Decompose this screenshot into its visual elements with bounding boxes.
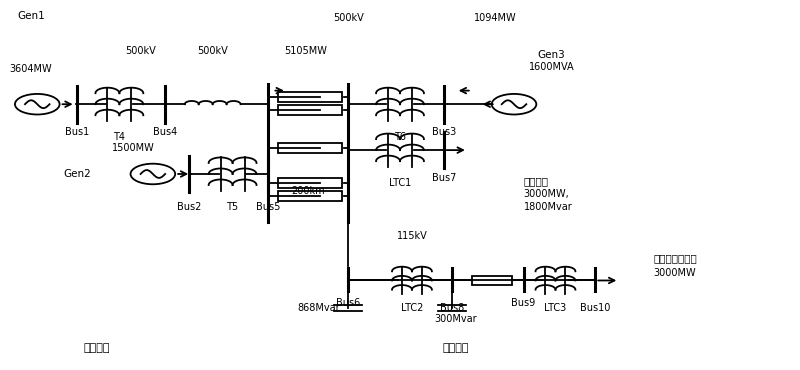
Bar <box>278 178 342 188</box>
Text: 3000MW: 3000MW <box>654 268 696 278</box>
Text: 工业负荷: 工业负荷 <box>523 176 549 186</box>
Bar <box>472 276 512 285</box>
Text: Gen1: Gen1 <box>17 11 45 21</box>
Text: 3604MW: 3604MW <box>10 64 52 74</box>
Text: 300Mvar: 300Mvar <box>434 314 477 324</box>
Text: 1800Mvar: 1800Mvar <box>523 202 572 212</box>
Text: Bus10: Bus10 <box>580 303 610 313</box>
Bar <box>278 143 342 154</box>
Text: Bus1: Bus1 <box>65 127 90 137</box>
Text: LTC1: LTC1 <box>389 178 411 188</box>
Text: Bus6: Bus6 <box>336 297 360 307</box>
Text: 5105MW: 5105MW <box>285 46 327 56</box>
Text: Bus4: Bus4 <box>153 127 177 137</box>
Text: 115kV: 115kV <box>397 231 427 241</box>
Text: Bus2: Bus2 <box>177 202 201 212</box>
Text: 868Mvar: 868Mvar <box>298 303 340 313</box>
Text: Bus5: Bus5 <box>256 202 281 212</box>
Text: LTC3: LTC3 <box>544 303 566 313</box>
Text: 1094MW: 1094MW <box>474 13 517 23</box>
Text: Bus8: Bus8 <box>440 303 464 313</box>
Text: Gen3: Gen3 <box>538 50 566 60</box>
Text: 200km: 200km <box>291 185 325 195</box>
Text: 1500MW: 1500MW <box>111 143 154 153</box>
Text: Bus7: Bus7 <box>432 173 456 183</box>
Text: Bus3: Bus3 <box>432 127 456 137</box>
Bar <box>278 105 342 115</box>
Text: T6: T6 <box>394 132 406 142</box>
Text: T5: T5 <box>226 202 238 212</box>
Text: 居民与商业负荷: 居民与商业负荷 <box>653 253 697 263</box>
Text: 1600MVA: 1600MVA <box>529 63 574 73</box>
Text: 受端区域: 受端区域 <box>442 343 469 353</box>
Bar <box>278 191 342 201</box>
Text: Bus9: Bus9 <box>511 297 536 307</box>
Bar <box>278 92 342 102</box>
Text: 500kV: 500kV <box>126 46 156 56</box>
Text: Gen2: Gen2 <box>63 169 91 179</box>
Text: T4: T4 <box>114 132 126 142</box>
Text: 500kV: 500kV <box>198 46 228 56</box>
Text: LTC2: LTC2 <box>401 303 423 313</box>
Text: 500kV: 500kV <box>333 13 363 23</box>
Text: 送端区域: 送端区域 <box>84 343 110 353</box>
Text: 3000MW,: 3000MW, <box>523 189 570 199</box>
